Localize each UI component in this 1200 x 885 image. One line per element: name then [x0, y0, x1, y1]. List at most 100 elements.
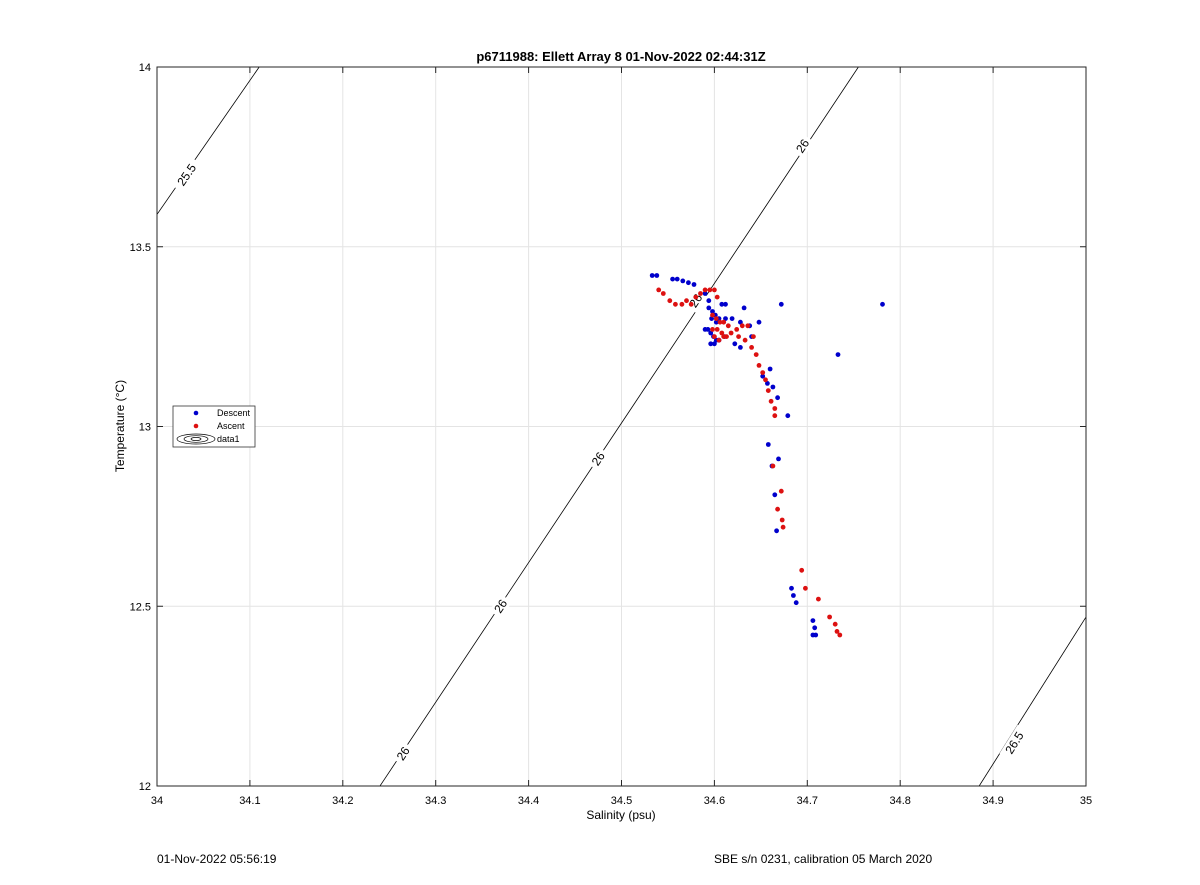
ascent-point — [719, 330, 725, 336]
contour-label: 26 — [391, 741, 415, 766]
y-tick-label: 13.5 — [130, 242, 151, 254]
ascent-point — [799, 567, 805, 573]
data-points — [649, 273, 885, 638]
descent-point — [712, 341, 717, 347]
legend-descent-label: Descent — [217, 408, 251, 418]
descent-point — [710, 309, 715, 314]
descent-point — [793, 600, 799, 606]
descent-point — [654, 273, 660, 278]
legend-ascent-label: Ascent — [217, 421, 245, 431]
ascent-point — [684, 298, 689, 304]
descent-point — [789, 585, 794, 591]
descent-point — [738, 319, 743, 325]
y-tick-label: 12 — [139, 781, 151, 793]
x-tick-label: 34.2 — [332, 795, 353, 807]
y-axis-label: Temperature (°C) — [113, 380, 127, 472]
ascent-point — [779, 517, 785, 523]
ascent-point — [745, 323, 751, 329]
ascent-point — [712, 334, 717, 339]
descent-point — [719, 301, 725, 307]
ascent-point — [780, 524, 786, 530]
descent-point — [738, 345, 743, 350]
legend-descent-marker — [193, 410, 199, 416]
ascent-point — [710, 312, 715, 318]
ascent-point — [760, 370, 766, 375]
descent-point — [674, 276, 680, 282]
ascent-point — [716, 337, 722, 343]
ascent-point — [660, 291, 666, 296]
ascent-point — [834, 629, 840, 634]
ascent-point — [753, 352, 759, 357]
descent-point — [785, 413, 791, 419]
descent-point — [812, 625, 818, 631]
descent-point — [774, 528, 779, 534]
descent-point — [670, 276, 675, 282]
ascent-point — [739, 323, 745, 329]
ascent-point — [707, 287, 713, 293]
ascent-point — [751, 334, 756, 339]
contour-line — [379, 67, 859, 786]
contour-label: 26 — [586, 446, 610, 472]
descent-point — [765, 381, 770, 386]
ascent-point — [728, 330, 734, 336]
ascent-point — [673, 301, 678, 307]
ascent-point — [721, 334, 727, 339]
ascent-point — [693, 294, 699, 300]
descent-point — [649, 273, 655, 278]
axis-ticks: 34 34.1 34.2 34.3 34.4 34.5 34.6 34.7 34.8 34.9 35… — [130, 62, 1093, 807]
x-tick-label: 35 — [1080, 795, 1092, 807]
descent-point — [776, 456, 781, 462]
descent-point — [723, 316, 728, 321]
x-tick-label: 34.5 — [611, 795, 632, 807]
ascent-point — [768, 398, 774, 404]
contour-label: 26 — [489, 594, 513, 619]
x-tick-label: 34.6 — [704, 795, 725, 807]
ascent-point — [827, 614, 832, 620]
legend-box — [172, 405, 256, 448]
y-tick-label: 13 — [139, 422, 151, 434]
ascent-point — [749, 345, 754, 350]
descent-point — [770, 384, 776, 390]
ascent-point — [688, 301, 694, 307]
ascent-point — [725, 323, 731, 329]
descent-point — [713, 319, 719, 325]
descent-point — [765, 442, 771, 447]
ascent-point — [714, 294, 720, 300]
legend: Descent Ascent data1 — [172, 405, 256, 448]
ascent-point — [714, 327, 720, 332]
descent-point — [767, 366, 773, 372]
descent-point — [880, 301, 885, 307]
descent-point — [791, 593, 796, 598]
descent-point — [680, 278, 686, 284]
descent-point — [705, 327, 711, 332]
ascent-point — [837, 632, 843, 638]
legend-ascent-marker — [193, 423, 199, 429]
ascent-point — [772, 406, 778, 411]
ascent-point — [710, 327, 715, 332]
contour-label: 26 — [791, 133, 815, 159]
ascent-point — [679, 301, 685, 307]
legend-contour-icon — [176, 433, 216, 445]
chart-title: p6711988: Ellett Array 8 01-Nov-2022 02:… — [476, 49, 765, 64]
ascent-point — [832, 621, 838, 627]
descent-point — [732, 341, 738, 347]
ascent-point — [698, 291, 703, 296]
ascent-point — [734, 327, 740, 332]
descent-point — [775, 395, 780, 401]
contour-line — [978, 616, 1086, 786]
descent-point — [706, 305, 712, 311]
ascent-point — [816, 596, 821, 602]
ascent-point — [702, 287, 708, 293]
y-tick-label: 14 — [139, 62, 151, 74]
ascent-point — [742, 337, 748, 343]
descent-point — [778, 301, 784, 307]
ascent-point — [803, 585, 808, 591]
descent-point — [691, 282, 697, 287]
x-tick-label: 34 — [151, 795, 163, 807]
ascent-point — [721, 319, 727, 325]
descent-point — [760, 373, 766, 379]
descent-point — [741, 305, 747, 311]
descent-point — [708, 330, 714, 336]
descent-point — [772, 492, 778, 498]
descent-point — [835, 352, 841, 357]
